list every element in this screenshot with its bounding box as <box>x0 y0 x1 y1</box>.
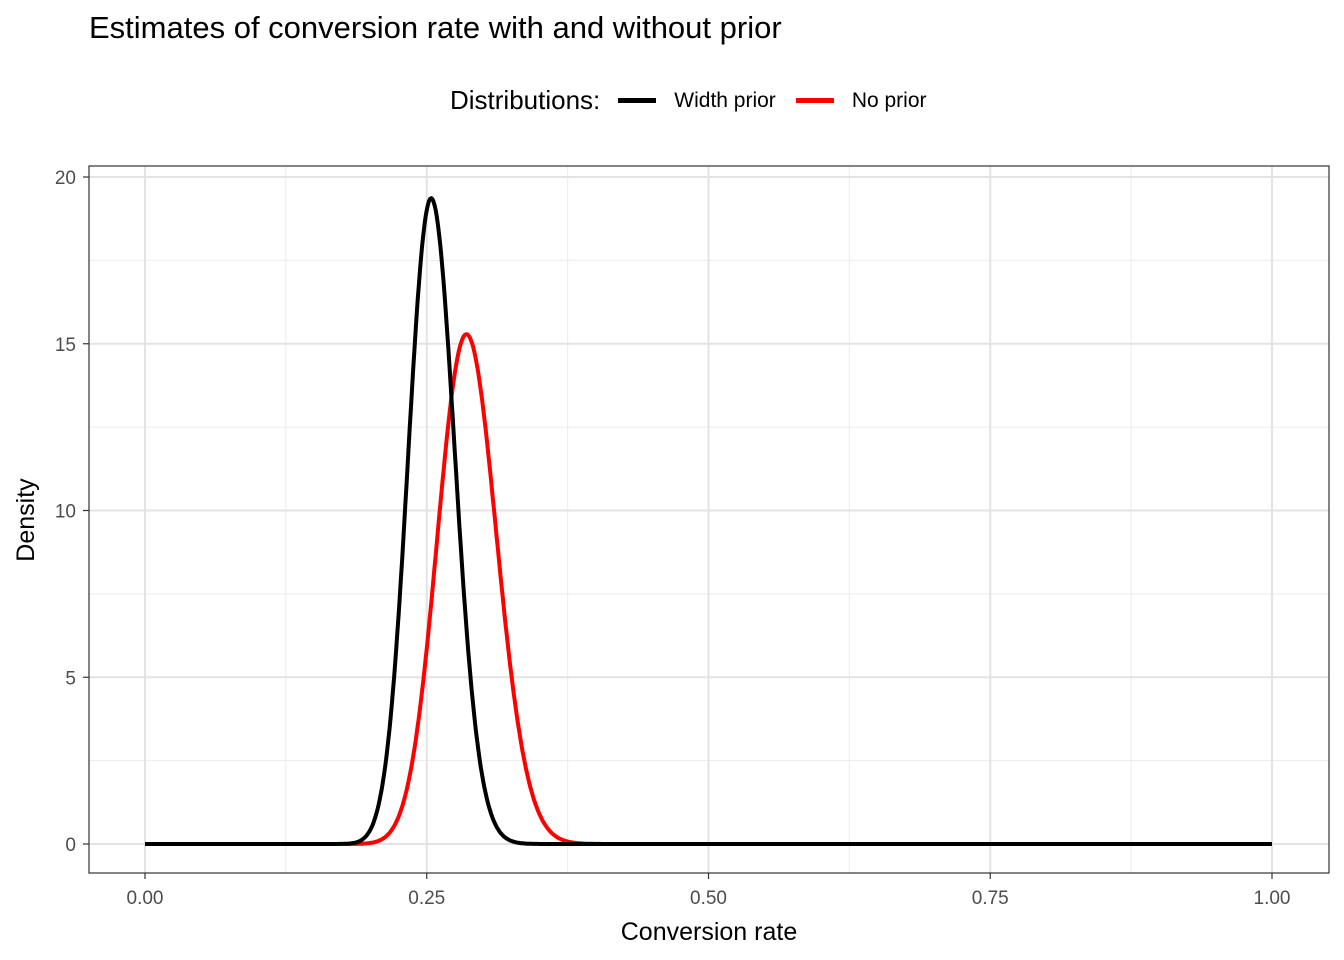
x-tick-label: 0.50 <box>690 888 727 909</box>
legend-label-no-prior: No prior <box>851 88 927 112</box>
series-line-width-prior <box>144 196 1273 846</box>
legend-title: Distributions: <box>450 85 601 115</box>
legend-key-width-prior <box>618 98 657 103</box>
legend-key-no-prior <box>795 98 834 103</box>
y-tick-label: 5 <box>65 668 76 689</box>
chart-title: Estimates of conversion rate with and wi… <box>89 10 782 45</box>
y-tick-label: 10 <box>55 502 76 523</box>
y-axis-label: Density <box>12 478 40 562</box>
x-tick-label: 0.25 <box>408 888 445 909</box>
y-tick-label: 20 <box>55 168 76 189</box>
x-axis-label: Conversion rate <box>621 918 797 946</box>
x-tick-label: 1.00 <box>1254 888 1291 909</box>
legend-label-width-prior: Width prior <box>674 88 776 112</box>
x-tick-label: 0.00 <box>127 888 164 909</box>
y-tick-label: 15 <box>55 335 76 356</box>
legend: Distributions: Width prior No prior <box>450 85 947 116</box>
x-tick-label: 0.75 <box>972 888 1009 909</box>
y-tick-label: 0 <box>65 835 76 856</box>
